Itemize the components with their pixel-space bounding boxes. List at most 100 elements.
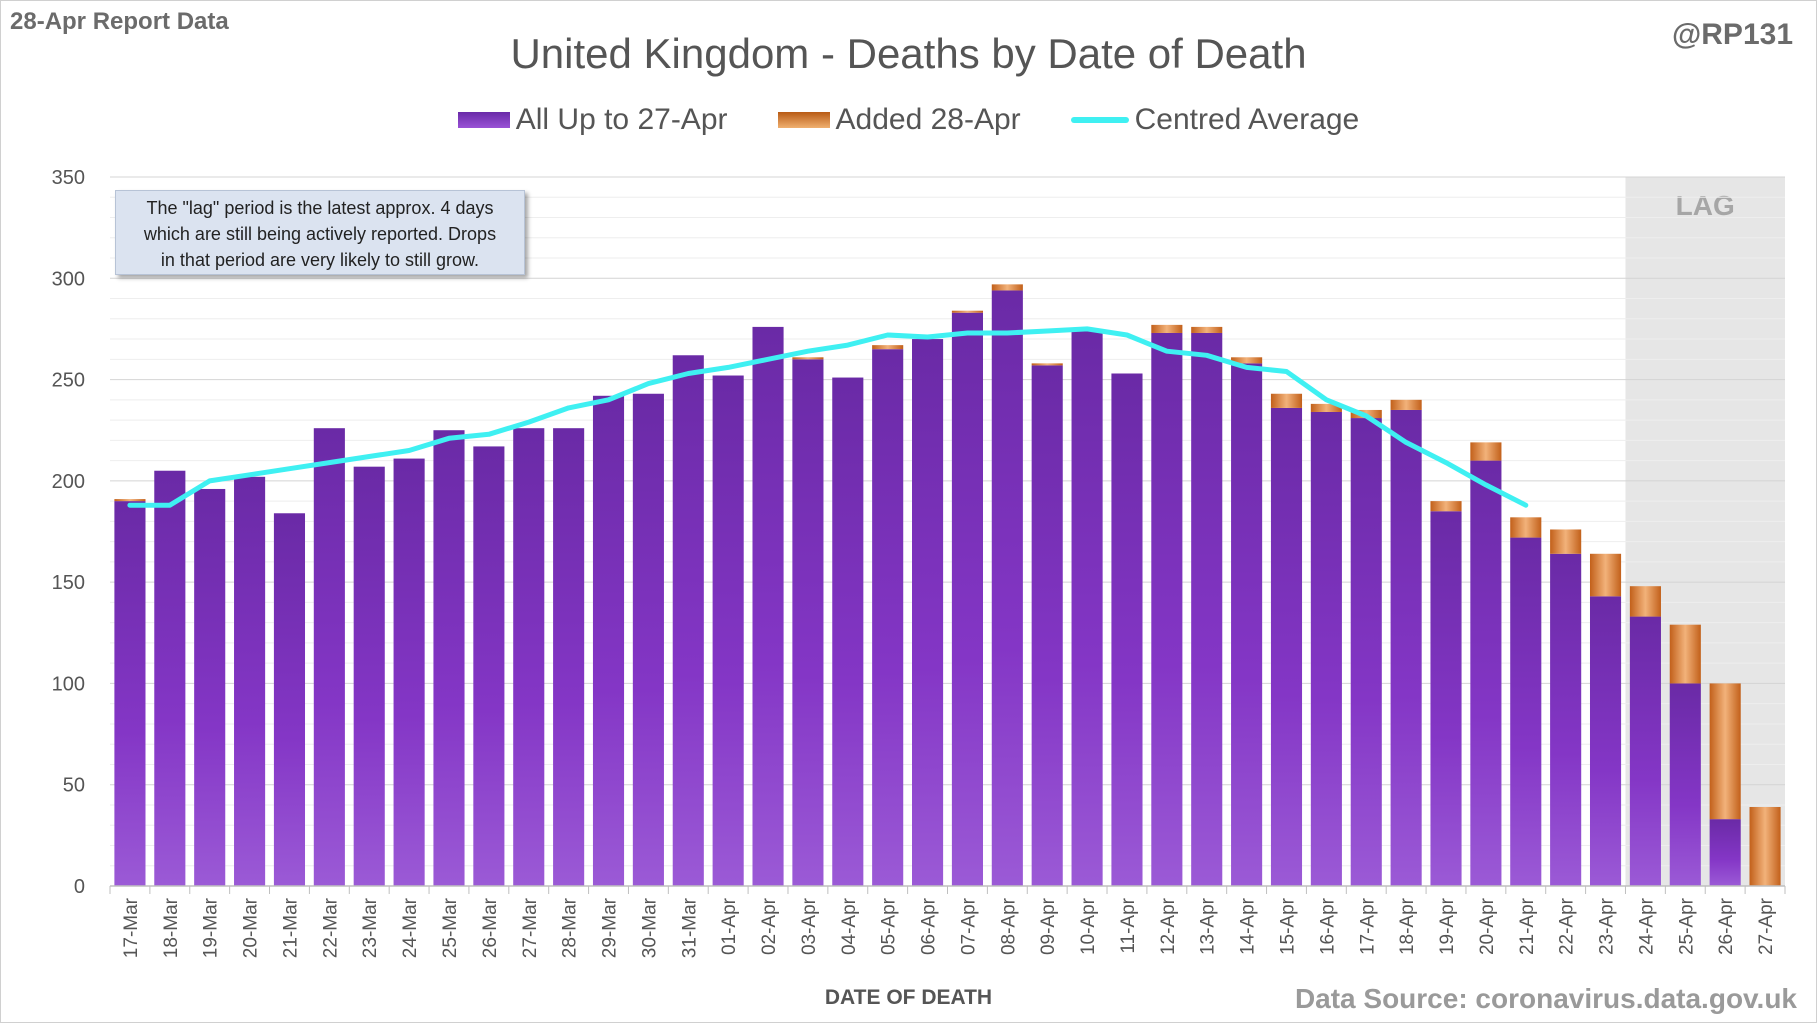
bar-all-up-to-27-apr [114, 501, 146, 886]
x-tick-label: 09-Apr [1038, 897, 1059, 955]
legend-item-added: Added 28-Apr [777, 103, 1021, 137]
bar-all-up-to-27-apr [1629, 616, 1661, 886]
x-tick-label: 20-Apr [1477, 897, 1498, 955]
bar-all-up-to-27-apr [832, 377, 864, 886]
bar-all-up-to-27-apr [1071, 330, 1103, 886]
lag-label: LAG [1676, 190, 1735, 221]
x-tick-label: 03-Apr [799, 897, 820, 955]
bar-all-up-to-27-apr [1031, 365, 1063, 886]
x-tick-label: 05-Apr [879, 897, 900, 955]
bar-all-up-to-27-apr [672, 355, 704, 887]
y-tick-label: 0 [74, 876, 85, 898]
bar-all-up-to-27-apr [234, 476, 266, 886]
report-label: 28-Apr Report Data [10, 8, 229, 35]
bar-all-up-to-27-apr [1191, 332, 1223, 887]
x-tick-label: 24-Mar [400, 897, 421, 958]
x-tick-label: 07-Apr [958, 897, 979, 955]
x-tick-label: 06-Apr [919, 897, 940, 955]
bar-added-28-apr [1749, 806, 1781, 886]
bar-all-up-to-27-apr [1589, 596, 1622, 886]
chart-title: United Kingdom - Deaths by Date of Death [510, 30, 1307, 77]
note-line-2: which are still being actively reported.… [143, 224, 497, 244]
x-tick-label: 31-Mar [679, 897, 700, 958]
x-tick-label: 14-Apr [1238, 897, 1259, 955]
bar-all-up-to-27-apr [792, 359, 824, 886]
x-tick-label: 08-Apr [998, 897, 1019, 955]
bar-added-28-apr [1510, 517, 1542, 538]
x-tick-label: 25-Apr [1676, 897, 1697, 955]
bar-all-up-to-27-apr [154, 470, 186, 886]
bar-added-28-apr [1191, 326, 1223, 333]
bar-added-28-apr [114, 499, 146, 502]
x-tick-label: 27-Mar [520, 897, 541, 958]
chart-legend: All Up to 27-Apr Added 28-Apr Centred Av… [0, 103, 1817, 137]
bar-added-28-apr [951, 310, 983, 313]
x-tick-label: 27-Apr [1756, 897, 1777, 955]
bar-added-28-apr [1629, 586, 1661, 617]
note-line-1: The "lag" period is the latest approx. 4… [146, 198, 494, 218]
x-tick-label: 02-Apr [759, 897, 780, 955]
bar-all-up-to-27-apr [513, 428, 545, 886]
legend-swatch-orange [777, 112, 830, 128]
bar-all-up-to-27-apr [872, 349, 904, 887]
bar-all-up-to-27-apr [393, 458, 425, 886]
x-tick-label: 17-Mar [121, 897, 142, 958]
centred-average-line [127, 326, 1529, 508]
y-tick-label: 350 [52, 167, 85, 189]
legend-swatch-line [1070, 117, 1129, 123]
x-tick-label: 16-Apr [1317, 897, 1338, 955]
x-tick-label: 19-Mar [201, 897, 222, 958]
bar-added-28-apr [872, 345, 904, 350]
x-tick-label: 10-Apr [1078, 897, 1099, 955]
x-tick-label: 23-Apr [1597, 897, 1618, 955]
x-tick-label: 13-Apr [1198, 897, 1219, 955]
bar-all-up-to-27-apr [632, 393, 664, 886]
bar-all-up-to-27-apr [991, 290, 1023, 886]
bar-added-28-apr [1270, 393, 1303, 408]
x-tick-label: 26-Apr [1716, 897, 1737, 955]
x-tick-label: 18-Apr [1397, 897, 1418, 955]
note-line-3: in that period are very likely to still … [160, 250, 480, 270]
x-tick-label: 30-Mar [639, 897, 660, 958]
bar-all-up-to-27-apr [1270, 407, 1303, 886]
bar-all-up-to-27-apr [912, 339, 944, 886]
x-tick-label: 11-Apr [1118, 897, 1139, 953]
x-tick-label: 22-Apr [1557, 897, 1578, 955]
y-tick-label: 100 [52, 673, 85, 695]
bar-added-28-apr [1390, 399, 1422, 410]
bar-all-up-to-27-apr [273, 513, 306, 886]
bar-all-up-to-27-apr [313, 428, 345, 886]
x-tick-label: 12-Apr [1158, 897, 1179, 955]
x-tick-label: 17-Apr [1357, 897, 1378, 955]
x-tick-label: 26-Mar [480, 897, 501, 958]
bar-added-28-apr [1589, 553, 1622, 597]
bar-all-up-to-27-apr [433, 430, 465, 886]
bar-added-28-apr [1550, 529, 1582, 554]
legend-label-all: All Up to 27-Apr [515, 103, 728, 136]
legend-label-average: Centred Average [1134, 103, 1360, 136]
x-tick-label: 24-Apr [1636, 897, 1657, 955]
bar-all-up-to-27-apr [553, 428, 585, 886]
bar-all-up-to-27-apr [712, 375, 744, 886]
x-tick-label: 22-Mar [320, 897, 341, 958]
x-tick-label: 29-Mar [600, 897, 621, 958]
legend-swatch-purple [457, 112, 510, 128]
legend-label-added: Added 28-Apr [835, 103, 1021, 136]
y-tick-label: 150 [52, 572, 85, 594]
y-tick-label: 300 [52, 268, 85, 290]
x-tick-label: 15-Apr [1277, 897, 1298, 955]
x-tick-label: 01-Apr [719, 897, 740, 955]
lag-note: The "lag" period is the latest approx. 4… [115, 190, 525, 275]
bar-all-up-to-27-apr [1709, 819, 1741, 886]
legend-item-all: All Up to 27-Apr [457, 103, 728, 137]
bar-all-up-to-27-apr [752, 326, 784, 887]
bar-all-up-to-27-apr [1111, 373, 1143, 887]
bar-all-up-to-27-apr [1151, 332, 1183, 887]
bar-all-up-to-27-apr [1350, 418, 1382, 886]
x-axis-title: DATE OF DEATH [824, 986, 993, 1009]
bar-all-up-to-27-apr [592, 395, 625, 886]
bar-added-28-apr [792, 357, 824, 360]
bar-added-28-apr [1151, 324, 1183, 333]
bar-all-up-to-27-apr [473, 446, 505, 886]
